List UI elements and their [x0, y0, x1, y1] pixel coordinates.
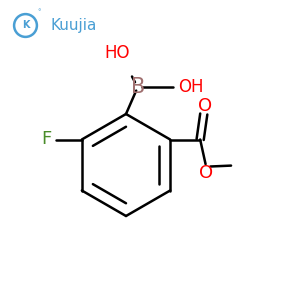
Text: K: K: [22, 20, 29, 31]
Text: O: O: [199, 164, 213, 181]
Text: B: B: [131, 77, 145, 97]
Text: OH: OH: [178, 78, 204, 96]
Text: F: F: [42, 130, 52, 148]
Text: O: O: [198, 97, 212, 115]
Text: Kuujia: Kuujia: [50, 18, 97, 33]
Text: °: °: [38, 10, 41, 16]
Text: HO: HO: [104, 44, 130, 62]
